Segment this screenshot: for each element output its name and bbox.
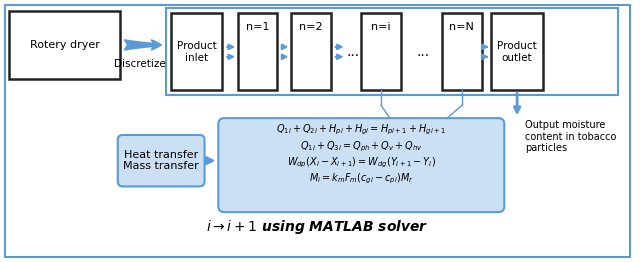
Bar <box>9 11 120 79</box>
Bar <box>171 13 222 90</box>
Text: $W_{dp}(X_i - X_{i+1}) = W_{dg}(Y_{i+1} - Y_i)$: $W_{dp}(X_i - X_{i+1}) = W_{dg}(Y_{i+1} … <box>287 155 436 170</box>
Bar <box>238 13 278 90</box>
Text: $M_i = k_m F_m(c_{gi} - c_{pi})M_r$: $M_i = k_m F_m(c_{gi} - c_{pi})M_r$ <box>309 171 413 186</box>
Text: Discretize: Discretize <box>113 59 165 69</box>
Bar <box>492 13 543 90</box>
Text: Rotery dryer: Rotery dryer <box>29 40 99 50</box>
Text: n=1: n=1 <box>246 22 269 32</box>
FancyBboxPatch shape <box>219 118 504 212</box>
Text: ...: ... <box>347 45 360 59</box>
Text: Output moisture
content in tobacco
particles: Output moisture content in tobacco parti… <box>525 120 617 153</box>
Bar <box>166 8 618 95</box>
Text: Product
outlet: Product outlet <box>497 41 537 63</box>
Text: $Q_{1i} + Q_{3i} = Q_{ph} + Q_v + Q_{hv}$: $Q_{1i} + Q_{3i} = Q_{ph} + Q_v + Q_{hv}… <box>300 140 423 154</box>
Text: n=N: n=N <box>449 22 474 32</box>
FancyBboxPatch shape <box>118 135 204 186</box>
Text: $i \rightarrow i + 1$ using MATLAB solver: $i \rightarrow i + 1$ using MATLAB solve… <box>206 218 428 236</box>
Bar <box>442 13 481 90</box>
Text: n=i: n=i <box>371 22 391 32</box>
Bar <box>291 13 331 90</box>
Text: Heat transfer
Mass transfer: Heat transfer Mass transfer <box>123 150 199 172</box>
Text: $Q_{1i} + Q_{2i} + H_{pi} + H_{gi} = H_{pi+1} + H_{gi+1}$: $Q_{1i} + Q_{2i} + H_{pi} + H_{gi} = H_{… <box>276 123 446 137</box>
Text: ...: ... <box>417 45 430 59</box>
Text: n=2: n=2 <box>299 22 323 32</box>
Text: Product
inlet: Product inlet <box>177 41 217 63</box>
Bar <box>362 13 401 90</box>
